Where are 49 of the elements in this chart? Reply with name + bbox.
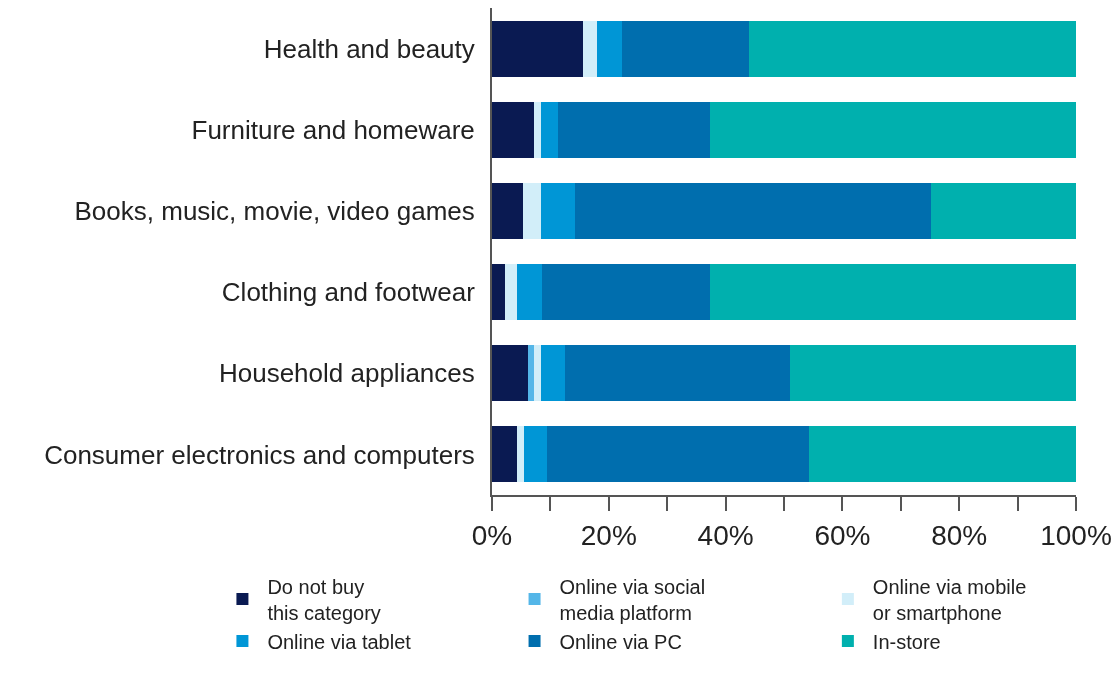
bar xyxy=(710,101,1076,158)
y-tick-label: Health and beauty xyxy=(263,33,475,64)
bar xyxy=(492,101,535,158)
y-tick-label: Household appliances xyxy=(218,358,475,389)
bar xyxy=(808,426,1076,483)
bar xyxy=(930,182,1076,239)
bar xyxy=(528,345,535,402)
bar xyxy=(504,264,518,321)
legend-label: Online via mobile or smartphone xyxy=(872,575,1027,624)
bar xyxy=(541,182,575,239)
bar xyxy=(492,426,518,483)
x-tick-label: 40% xyxy=(697,519,754,551)
x-tick-label: 100% xyxy=(1040,519,1112,551)
bar xyxy=(492,264,505,321)
bar xyxy=(522,182,542,239)
legend-label: Online via social media platform xyxy=(559,575,706,624)
legend-label: Online via tablet xyxy=(267,630,412,653)
y-tick-label: Consumer electronics and computers xyxy=(44,439,475,470)
bar xyxy=(524,426,547,483)
bar xyxy=(541,345,565,402)
bar xyxy=(492,182,523,239)
bar xyxy=(597,20,623,77)
legend-label: Do not buy this category xyxy=(267,575,381,624)
bar xyxy=(557,101,711,158)
x-tick-label: 0% xyxy=(471,519,513,551)
bar xyxy=(541,101,558,158)
bar xyxy=(492,20,584,77)
bar xyxy=(622,20,749,77)
bar xyxy=(583,20,598,77)
bar xyxy=(534,101,542,158)
bar xyxy=(534,345,542,402)
bar xyxy=(546,426,809,483)
bar xyxy=(574,182,931,239)
bar xyxy=(565,345,791,402)
bar xyxy=(748,20,1076,77)
x-tick-label: 60% xyxy=(814,519,871,551)
bar xyxy=(492,345,529,402)
y-tick-label: Furniture and homeware xyxy=(191,114,475,145)
legend-label: Online via PC xyxy=(559,630,682,653)
y-tick-label: Clothing and footwear xyxy=(221,277,476,308)
legend-label: In-store xyxy=(872,630,941,653)
bar xyxy=(517,426,525,483)
bar xyxy=(790,345,1076,402)
x-tick-label: 20% xyxy=(580,519,637,551)
x-tick-label: 80% xyxy=(931,519,988,551)
bar xyxy=(710,264,1076,321)
bar xyxy=(542,264,711,321)
y-tick-label: Books, music, movie, video games xyxy=(74,196,475,227)
bar xyxy=(517,264,543,321)
